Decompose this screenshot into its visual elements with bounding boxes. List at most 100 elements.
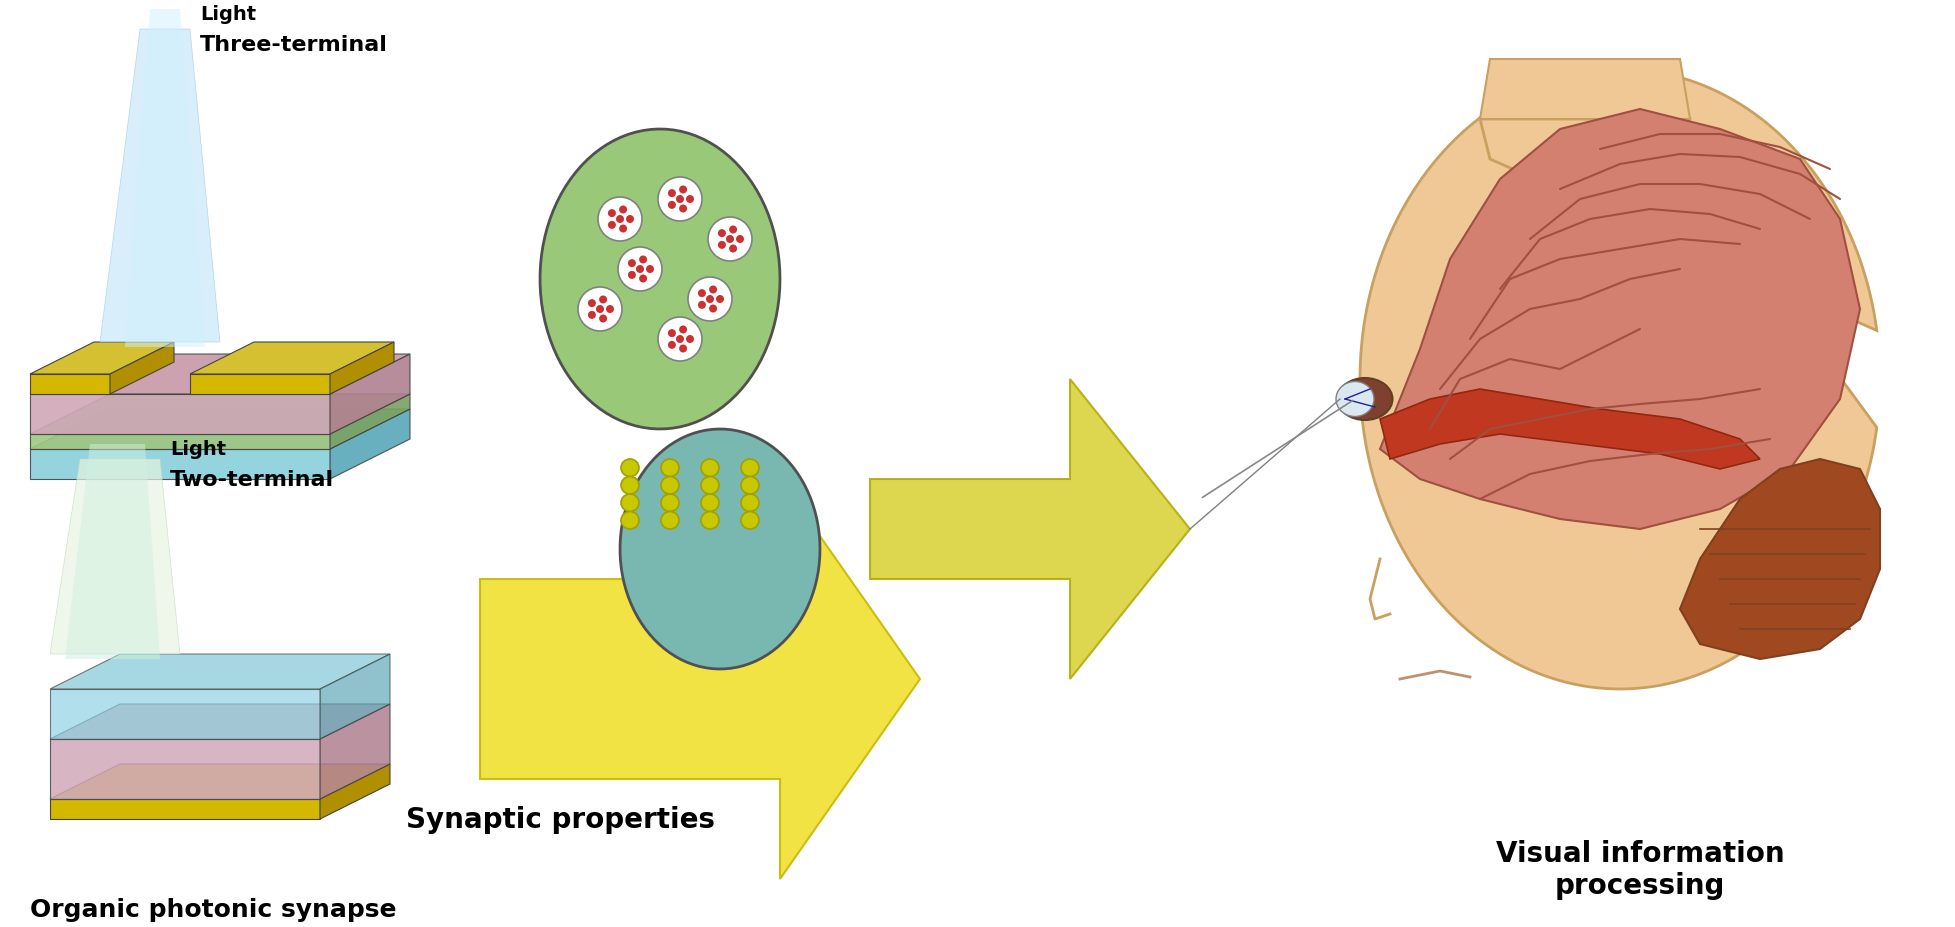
Ellipse shape [661, 460, 678, 477]
Ellipse shape [741, 460, 759, 477]
Ellipse shape [620, 460, 639, 477]
Polygon shape [1380, 389, 1760, 469]
Circle shape [686, 196, 694, 204]
Polygon shape [321, 764, 389, 819]
Ellipse shape [620, 494, 639, 512]
Polygon shape [330, 355, 411, 435]
Circle shape [678, 326, 686, 334]
Circle shape [618, 248, 661, 292]
Ellipse shape [1335, 382, 1372, 417]
Polygon shape [330, 410, 411, 479]
Text: Three-terminal: Three-terminal [199, 35, 387, 55]
Circle shape [657, 318, 702, 362]
Polygon shape [29, 395, 411, 435]
Polygon shape [29, 410, 411, 450]
Circle shape [626, 216, 633, 223]
Circle shape [667, 202, 676, 210]
Ellipse shape [700, 494, 719, 512]
Polygon shape [620, 429, 819, 669]
Circle shape [667, 190, 676, 197]
Circle shape [628, 272, 635, 280]
Circle shape [606, 306, 614, 313]
Circle shape [620, 207, 628, 214]
Polygon shape [51, 739, 321, 799]
Circle shape [579, 287, 622, 332]
Circle shape [667, 341, 676, 349]
Circle shape [706, 296, 714, 304]
Ellipse shape [741, 494, 759, 512]
Polygon shape [51, 764, 389, 799]
Polygon shape [51, 690, 321, 739]
Ellipse shape [661, 477, 678, 494]
Circle shape [717, 230, 725, 238]
Polygon shape [109, 343, 174, 395]
Ellipse shape [1337, 378, 1392, 421]
Circle shape [645, 266, 653, 273]
Polygon shape [100, 30, 219, 343]
Circle shape [686, 336, 694, 344]
Circle shape [678, 186, 686, 195]
Polygon shape [540, 130, 780, 429]
Circle shape [628, 260, 635, 268]
Ellipse shape [620, 477, 639, 494]
Circle shape [676, 336, 684, 344]
Polygon shape [51, 460, 180, 654]
Circle shape [710, 305, 717, 313]
Polygon shape [1380, 110, 1859, 529]
Text: Two-terminal: Two-terminal [170, 469, 334, 489]
Ellipse shape [661, 512, 678, 529]
Circle shape [596, 306, 604, 313]
Polygon shape [870, 379, 1189, 679]
Polygon shape [125, 10, 205, 348]
Circle shape [708, 218, 751, 261]
Text: Visual information
processing: Visual information processing [1496, 839, 1783, 899]
Circle shape [716, 296, 723, 304]
Circle shape [639, 275, 647, 284]
Polygon shape [330, 395, 411, 450]
Polygon shape [1679, 460, 1879, 659]
Circle shape [678, 205, 686, 213]
Ellipse shape [741, 477, 759, 494]
Polygon shape [29, 450, 330, 479]
Circle shape [608, 210, 616, 218]
Circle shape [608, 222, 616, 230]
Polygon shape [29, 343, 174, 375]
Polygon shape [29, 435, 330, 450]
Circle shape [698, 290, 706, 298]
Circle shape [729, 226, 737, 235]
Circle shape [667, 330, 676, 337]
Polygon shape [190, 343, 393, 375]
Polygon shape [51, 705, 389, 739]
Circle shape [620, 225, 628, 234]
Polygon shape [321, 705, 389, 799]
Polygon shape [51, 654, 389, 690]
Circle shape [710, 286, 717, 294]
Circle shape [657, 178, 702, 222]
Text: Synaptic properties: Synaptic properties [405, 806, 714, 833]
Ellipse shape [741, 512, 759, 529]
Circle shape [676, 196, 684, 204]
Polygon shape [29, 375, 109, 395]
Polygon shape [330, 343, 393, 395]
Circle shape [588, 311, 596, 320]
Polygon shape [51, 799, 321, 819]
Ellipse shape [700, 477, 719, 494]
Circle shape [688, 278, 731, 322]
Circle shape [678, 345, 686, 353]
Circle shape [729, 246, 737, 253]
Ellipse shape [620, 512, 639, 529]
Text: Light: Light [199, 6, 256, 24]
Polygon shape [1480, 60, 1689, 120]
Circle shape [725, 235, 733, 244]
Polygon shape [321, 654, 389, 739]
Text: Light: Light [170, 440, 227, 459]
Polygon shape [29, 355, 411, 395]
Polygon shape [65, 445, 160, 659]
Polygon shape [29, 395, 330, 435]
Circle shape [735, 235, 743, 244]
Circle shape [598, 197, 641, 242]
Polygon shape [479, 479, 919, 879]
Ellipse shape [700, 512, 719, 529]
Ellipse shape [700, 460, 719, 477]
Circle shape [598, 315, 606, 324]
